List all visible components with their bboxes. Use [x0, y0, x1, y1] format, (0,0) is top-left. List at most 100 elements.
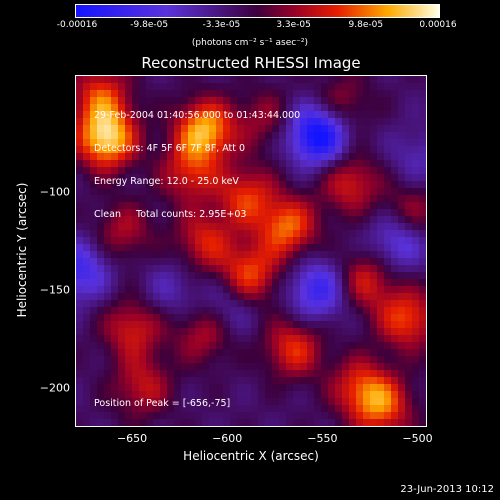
heatmap-cell	[104, 419, 112, 426]
heatmap-cell	[76, 111, 84, 119]
heatmap-cell	[384, 398, 392, 406]
heatmap-cell	[370, 83, 378, 91]
heatmap-cell	[139, 328, 147, 336]
heatmap-cell	[125, 209, 133, 217]
heatmap-cell	[258, 97, 266, 105]
heatmap-cell	[377, 356, 385, 364]
heatmap-cell	[363, 97, 371, 105]
heatmap-cell	[90, 314, 98, 322]
heatmap-cell	[104, 405, 112, 413]
heatmap-cell	[419, 370, 426, 378]
heatmap-cell	[349, 97, 357, 105]
heatmap-cell	[181, 195, 189, 203]
heatmap-cell	[349, 412, 357, 420]
heatmap-cell	[181, 314, 189, 322]
heatmap-cell	[90, 237, 98, 245]
heatmap-cell	[258, 405, 266, 413]
heatmap-cell	[146, 83, 154, 91]
heatmap-cell	[342, 377, 350, 385]
heatmap-cell	[258, 104, 266, 112]
heatmap-cell	[97, 216, 105, 224]
heatmap-cell	[321, 370, 329, 378]
heatmap-cell	[97, 405, 105, 413]
heatmap-cell	[237, 356, 245, 364]
heatmap-cell	[356, 118, 364, 126]
heatmap-cell	[230, 97, 238, 105]
heatmap-cell	[398, 90, 406, 98]
heatmap-cell	[314, 258, 322, 266]
heatmap-cell	[321, 300, 329, 308]
heatmap-cell	[139, 314, 147, 322]
heatmap-cell	[195, 104, 203, 112]
heatmap-cell	[293, 132, 301, 140]
heatmap-cell	[419, 146, 426, 154]
heatmap-cell	[132, 174, 140, 182]
heatmap-cell	[251, 76, 259, 84]
heatmap-cell	[111, 174, 119, 182]
heatmap-cell	[153, 237, 161, 245]
heatmap-cell	[335, 195, 343, 203]
heatmap-cell	[398, 97, 406, 105]
heatmap-cell	[363, 230, 371, 238]
heatmap-cell	[349, 230, 357, 238]
heatmap-cell	[335, 384, 343, 392]
heatmap-cell	[349, 356, 357, 364]
heatmap-cell	[118, 188, 126, 196]
heatmap-cell	[307, 398, 315, 406]
heatmap-cell	[139, 265, 147, 273]
heatmap-cell	[391, 139, 399, 147]
heatmap-cell	[111, 293, 119, 301]
heatmap-cell	[321, 216, 329, 224]
heatmap-cell	[328, 342, 336, 350]
heatmap-cell	[167, 139, 175, 147]
heatmap-cell	[265, 153, 273, 161]
heatmap-cell	[111, 181, 119, 189]
heatmap-cell	[111, 279, 119, 287]
heatmap-cell	[412, 314, 420, 322]
heatmap-cell	[377, 237, 385, 245]
heatmap-cell	[328, 97, 336, 105]
heatmap-cell	[251, 118, 259, 126]
heatmap-cell	[195, 370, 203, 378]
heatmap-cell	[293, 314, 301, 322]
heatmap-cell	[377, 384, 385, 392]
heatmap-cell	[307, 307, 315, 315]
heatmap-cell	[167, 251, 175, 259]
heatmap-cell	[132, 321, 140, 329]
heatmap-cell	[335, 342, 343, 350]
y-tick-label: −100	[39, 185, 70, 199]
heatmap-cell	[125, 405, 133, 413]
heatmap-cell	[314, 174, 322, 182]
heatmap-cell	[223, 356, 231, 364]
heatmap-cell	[223, 230, 231, 238]
heatmap-cell	[356, 139, 364, 147]
heatmap-cell	[104, 237, 112, 245]
heatmap-cell	[384, 300, 392, 308]
heatmap-cell	[90, 307, 98, 315]
heatmap-cell	[398, 405, 406, 413]
heatmap-cell	[209, 146, 217, 154]
heatmap-cell	[216, 244, 224, 252]
heatmap-cell	[419, 111, 426, 119]
heatmap-cell	[356, 76, 364, 84]
heatmap-cell	[104, 139, 112, 147]
heatmap-cell	[419, 293, 426, 301]
heatmap-cell	[244, 321, 252, 329]
heatmap-cell	[223, 237, 231, 245]
heatmap-cell	[195, 132, 203, 140]
heatmap-cell	[181, 398, 189, 406]
heatmap-cell	[181, 83, 189, 91]
heatmap-cell	[195, 83, 203, 91]
heatmap-cell	[377, 244, 385, 252]
heatmap-cell	[139, 188, 147, 196]
heatmap-cell	[181, 258, 189, 266]
heatmap-cell	[293, 272, 301, 280]
heatmap-cell	[209, 342, 217, 350]
heatmap-cell	[230, 90, 238, 98]
heatmap-cell	[391, 258, 399, 266]
heatmap-cell	[139, 321, 147, 329]
heatmap-cell	[405, 174, 413, 182]
heatmap-cell	[139, 167, 147, 175]
heatmap-cell	[132, 118, 140, 126]
heatmap-cell	[111, 349, 119, 357]
